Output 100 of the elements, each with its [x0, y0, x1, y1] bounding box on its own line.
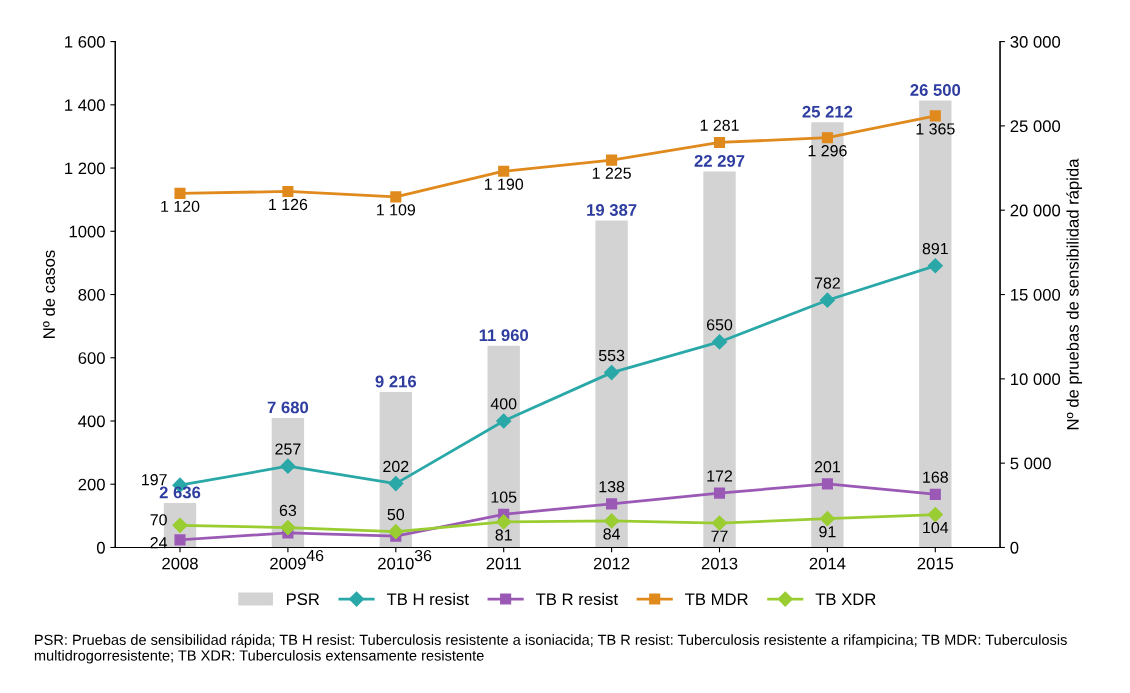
y2-tick-label: 10 000	[1011, 373, 1061, 386]
y-tick-label: 0	[96, 541, 105, 554]
data-label: 1 225	[592, 167, 631, 179]
x-tick-label: 2013	[701, 557, 738, 570]
data-label: 70	[150, 514, 167, 526]
data-label: 1 120	[161, 200, 200, 213]
y2-tick-label: 15 000	[1011, 288, 1061, 301]
y-tick-label: 1 400	[65, 99, 105, 112]
point	[606, 154, 618, 166]
point	[711, 334, 728, 350]
data-label: 172	[707, 470, 733, 482]
y2-axis-title: Nº de pruebas de sensibilidad rápida	[1066, 158, 1083, 430]
data-label: 650	[706, 319, 733, 331]
y2-tick-label: 25 000	[1010, 120, 1061, 133]
legend-label: PSR	[286, 593, 320, 606]
y-tick-label: 600	[78, 352, 105, 364]
data-label: 25 212	[802, 105, 853, 118]
data-label: 81	[495, 529, 512, 541]
point	[819, 292, 835, 308]
data-label: 7 680	[267, 401, 309, 414]
data-label: 553	[598, 349, 625, 362]
data-label: 63	[279, 504, 297, 517]
y-axis-title: Nº de casos	[42, 250, 55, 338]
data-label: 26 500	[910, 84, 961, 96]
point	[280, 519, 296, 536]
text: PSR: Pruebas de sensibilidad rápida; TB H resist: Tuberculosis resistente a isoniacida; TB R resist: Tuberculosis resistente a rifampicina; TB MDR: Tuberculosis multidrogorresistente; TB XDR: Tuberculosis extensamente resistente	[34, 634, 1067, 664]
legend-label: TB H resist	[386, 592, 469, 606]
data-label: 91	[819, 526, 836, 538]
x-tick-label: 2009	[270, 557, 306, 570]
bar	[487, 345, 520, 548]
data-label: 46	[306, 549, 324, 562]
x-tick-label: 2011	[486, 557, 521, 570]
point	[821, 478, 833, 490]
data-label: 1 109	[377, 204, 416, 216]
point	[819, 511, 835, 527]
legend-label: TB XDR	[815, 593, 876, 605]
data-label: 891	[922, 242, 948, 255]
y-tick-label: 800	[78, 288, 105, 301]
point	[282, 185, 294, 198]
data-label: 84	[603, 528, 621, 540]
data-label: 257	[275, 443, 301, 455]
point	[604, 513, 620, 529]
point	[174, 534, 186, 546]
data-label: 1 296	[808, 145, 847, 157]
data-label: 77	[711, 530, 728, 542]
y-tick-label: 1000	[69, 225, 105, 238]
point	[713, 136, 726, 148]
data-label: 1 281	[700, 119, 739, 131]
point	[604, 365, 620, 381]
bar	[703, 171, 736, 548]
x-tick-label: 2015	[917, 557, 954, 570]
y2-tick-label: 5 000	[1010, 457, 1051, 470]
y-tick-label: 200	[78, 478, 105, 491]
data-label: 201	[814, 461, 840, 473]
x-tick-label: 2010	[378, 557, 414, 570]
point	[711, 515, 728, 531]
point	[174, 187, 186, 199]
data-label: 1 190	[484, 178, 524, 190]
data-label: 22 297	[694, 154, 745, 167]
bar	[379, 392, 412, 548]
data-label: 104	[923, 521, 949, 534]
data-label: 2 636	[159, 486, 201, 499]
point	[496, 413, 512, 429]
x-tick-label: 2008	[162, 557, 198, 570]
data-label: 138	[599, 481, 625, 493]
point	[606, 498, 618, 510]
y-tick-label: 1 600	[65, 35, 105, 48]
point	[929, 110, 941, 122]
point	[390, 191, 402, 203]
y2-tick-label: 0	[1010, 541, 1019, 554]
point	[821, 132, 833, 144]
data-label: 1 126	[269, 198, 308, 211]
y-tick-label: 400	[78, 415, 105, 428]
data-label: 168	[923, 471, 948, 483]
point	[496, 514, 512, 530]
point	[388, 476, 404, 492]
point	[929, 488, 941, 500]
legend-label: TB MDR	[685, 593, 748, 605]
y2-tick-label: 20 000	[1010, 204, 1061, 217]
point	[927, 258, 943, 274]
legend-label: TB R resist	[536, 592, 618, 606]
data-label: 19 387	[587, 204, 637, 216]
data-label: 197	[142, 473, 167, 486]
point	[280, 458, 296, 474]
data-label: 782	[814, 277, 840, 289]
y2-tick-label: 30 000	[1010, 35, 1061, 48]
data-label: 202	[383, 460, 409, 473]
data-label: 400	[490, 398, 517, 410]
data-label: 105	[491, 491, 517, 503]
data-label: 1 365	[916, 123, 955, 135]
data-label: 9 216	[375, 375, 417, 388]
data-label: 50	[387, 508, 405, 521]
point	[713, 487, 726, 499]
point	[927, 507, 943, 523]
point	[388, 524, 404, 540]
point	[498, 165, 510, 177]
x-tick-label: 2012	[593, 557, 630, 570]
bar	[595, 220, 628, 548]
y-tick-label: 1 200	[65, 162, 105, 175]
data-label: 11 960	[479, 329, 529, 342]
